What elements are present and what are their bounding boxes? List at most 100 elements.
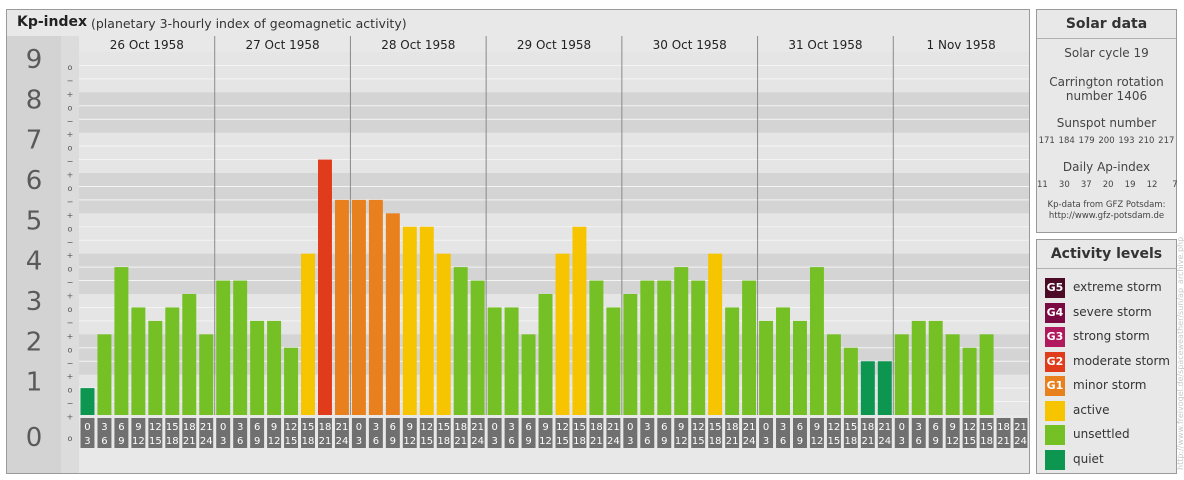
interval-end: 24 bbox=[743, 436, 756, 447]
legend-label: unsettled bbox=[1073, 427, 1130, 441]
interval-start: 15 bbox=[573, 422, 586, 433]
interval-cell bbox=[674, 418, 689, 448]
interval-end: 21 bbox=[319, 436, 332, 447]
interval-cell bbox=[334, 418, 349, 448]
legend-label: moderate storm bbox=[1073, 353, 1170, 368]
interval-start: 6 bbox=[525, 422, 531, 433]
sunspot-label: Sunspot number bbox=[1056, 116, 1157, 130]
interval-end: 21 bbox=[997, 436, 1010, 447]
interval-end: 21 bbox=[861, 436, 874, 447]
interval-cell bbox=[928, 418, 943, 448]
interval-end: 9 bbox=[525, 436, 531, 447]
interval-end: 18 bbox=[980, 436, 993, 447]
interval-start: 9 bbox=[678, 422, 684, 433]
interval-start: 15 bbox=[166, 422, 179, 433]
interval-end: 24 bbox=[336, 436, 349, 447]
interval-start: 12 bbox=[149, 422, 162, 433]
interval-cell bbox=[80, 418, 95, 448]
kp-bar bbox=[97, 334, 112, 415]
kp-bar bbox=[606, 307, 621, 415]
interval-end: 9 bbox=[933, 436, 939, 447]
interval-cell bbox=[589, 418, 604, 448]
source-link[interactable]: http://www.gfz-potsdam.de bbox=[1048, 211, 1165, 221]
chart-title: Kp-index bbox=[17, 14, 87, 30]
kp-bar bbox=[233, 280, 248, 415]
interval-cell bbox=[250, 418, 265, 448]
interval-start: 0 bbox=[220, 422, 226, 433]
interval-end: 21 bbox=[454, 436, 467, 447]
kp-bar bbox=[877, 361, 892, 415]
interval-start: 21 bbox=[607, 422, 620, 433]
legend-swatch: G5 bbox=[1045, 278, 1065, 298]
kp-bar bbox=[572, 226, 587, 415]
interval-end: 12 bbox=[811, 436, 824, 447]
y-minor-tick: o bbox=[68, 265, 73, 274]
legend-swatch bbox=[1045, 449, 1065, 470]
interval-cell bbox=[640, 418, 655, 448]
band-7 bbox=[79, 92, 1029, 133]
interval-start: 18 bbox=[183, 422, 196, 433]
interval-start: 18 bbox=[861, 422, 874, 433]
day-label: 30 Oct 1958 bbox=[653, 38, 727, 52]
interval-end: 24 bbox=[878, 436, 891, 447]
interval-end: 6 bbox=[644, 436, 650, 447]
kp-bar bbox=[623, 294, 638, 415]
kp-bar bbox=[809, 267, 824, 415]
kp-bar bbox=[470, 280, 485, 415]
interval-start: 0 bbox=[356, 422, 362, 433]
interval-cell bbox=[419, 418, 434, 448]
y-minor-tick: − bbox=[67, 157, 74, 166]
interval-end: 18 bbox=[573, 436, 586, 447]
solar-data-panel: Solar data Solar cycle 19 Carrington rot… bbox=[1036, 9, 1178, 233]
y-tick-label: 3 bbox=[26, 287, 43, 317]
interval-cell bbox=[165, 418, 180, 448]
y-minor-column bbox=[61, 36, 79, 473]
interval-start: 9 bbox=[814, 422, 820, 433]
y-minor-tick: o bbox=[68, 305, 73, 314]
kp-bar bbox=[453, 267, 468, 415]
interval-start: 18 bbox=[997, 422, 1010, 433]
legend-swatch: G3 bbox=[1045, 327, 1065, 347]
interval-start: 9 bbox=[542, 422, 548, 433]
kp-bar bbox=[911, 320, 926, 415]
interval-start: 3 bbox=[780, 422, 786, 433]
interval-start: 15 bbox=[980, 422, 993, 433]
y-tick-label: 6 bbox=[26, 166, 43, 196]
kp-bar bbox=[860, 361, 875, 415]
interval-start: 3 bbox=[644, 422, 650, 433]
carrington-rotation-line2: number 1406 bbox=[1065, 89, 1148, 103]
legend-label: minor storm bbox=[1073, 378, 1147, 392]
y-minor-tick: o bbox=[68, 224, 73, 233]
interval-start: 9 bbox=[271, 422, 277, 433]
watermark: http://www.freivogel.de/spaceweather/sun… bbox=[1176, 236, 1184, 470]
interval-cell bbox=[877, 418, 892, 448]
y-minor-tick: − bbox=[67, 399, 74, 408]
kp-bar bbox=[250, 320, 265, 415]
y-minor-tick: − bbox=[67, 76, 74, 85]
interval-start: 6 bbox=[661, 422, 667, 433]
interval-end: 12 bbox=[268, 436, 281, 447]
interval-cell bbox=[368, 418, 383, 448]
interval-end: 6 bbox=[508, 436, 514, 447]
y-minor-tick: + bbox=[67, 90, 74, 99]
interval-start: 6 bbox=[118, 422, 124, 433]
y-minor-tick: + bbox=[67, 332, 74, 341]
interval-cell bbox=[436, 418, 451, 448]
interval-cell bbox=[233, 418, 248, 448]
y-minor-tick: o bbox=[68, 345, 73, 354]
day-label: 26 Oct 1958 bbox=[110, 38, 184, 52]
interval-start: 9 bbox=[135, 422, 141, 433]
y-minor-tick: o bbox=[68, 386, 73, 395]
interval-end: 3 bbox=[84, 436, 90, 447]
activity-levels-title: Activity levels bbox=[1037, 240, 1176, 269]
kp-bar bbox=[945, 334, 960, 415]
source-line1: Kp-data from GFZ Potsdam: bbox=[1047, 200, 1166, 210]
kp-bar bbox=[131, 307, 146, 415]
interval-start: 3 bbox=[508, 422, 514, 433]
y-minor-tick: − bbox=[67, 238, 74, 247]
interval-cell bbox=[199, 418, 214, 448]
interval-end: 6 bbox=[916, 436, 922, 447]
chart-header: Kp-index (planetary 3-hourly index of ge… bbox=[7, 10, 1029, 36]
interval-start: 21 bbox=[336, 422, 349, 433]
interval-start: 9 bbox=[407, 422, 413, 433]
